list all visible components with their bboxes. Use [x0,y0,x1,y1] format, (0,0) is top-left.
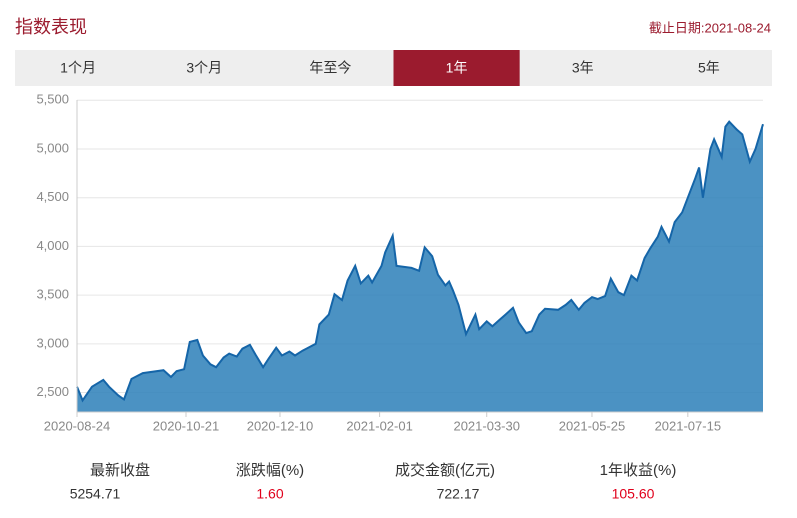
x-tick-label: 2020-10-21 [153,418,220,433]
title: 指数表现 [15,17,87,37]
stat-value: 722.17 [437,486,480,502]
tab[interactable]: 1个月 [60,60,96,76]
x-tick-label: 2021-07-15 [655,418,722,433]
x-tick-label: 2020-12-10 [247,418,314,433]
x-tick-label: 2021-03-30 [453,418,520,433]
tab[interactable]: 3年 [572,60,594,76]
y-tick-label: 3,500 [36,287,69,302]
stat-label: 最新收盘 [90,461,150,479]
tab[interactable]: 年至今 [309,60,351,76]
y-tick-label: 2,500 [36,384,69,399]
stat-value: 1.60 [256,486,283,502]
tab-active[interactable] [393,50,520,86]
x-tick-label: 2020-08-24 [44,418,111,433]
y-tick-label: 5,000 [36,140,69,155]
x-tick-label: 2021-05-25 [559,418,626,433]
y-tick-label: 4,500 [36,189,69,204]
x-tick-label: 2021-02-01 [346,418,413,433]
line [76,120,764,403]
stat-label: 1年收益(%) [600,462,677,479]
tab[interactable]: 1年 [446,60,468,76]
y-tick-label: 3,000 [36,335,69,350]
stat-label: 成交金额(亿元) [395,461,495,479]
tab[interactable]: 3个月 [186,60,222,76]
stat-label: 涨跌幅(%) [236,462,304,479]
date: 截止日期:2021-08-24 [649,20,771,35]
area [77,121,763,412]
tab[interactable]: 5年 [698,60,720,76]
y-tick-label: 5,500 [36,92,69,107]
stat-value: 5254.71 [70,486,121,502]
stat-value: 105.60 [612,486,655,502]
y-tick-label: 4,000 [36,238,69,253]
